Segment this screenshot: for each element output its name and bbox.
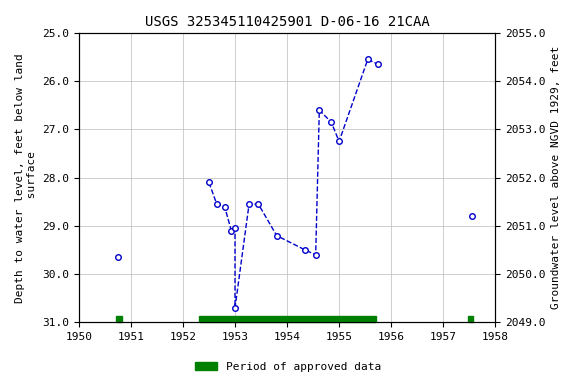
Y-axis label: Groundwater level above NGVD 1929, feet: Groundwater level above NGVD 1929, feet xyxy=(551,46,561,309)
Legend: Period of approved data: Period of approved data xyxy=(191,358,385,377)
Bar xyxy=(468,316,473,323)
Bar xyxy=(199,316,376,323)
Y-axis label: Depth to water level, feet below land
 surface: Depth to water level, feet below land su… xyxy=(15,53,37,303)
Title: USGS 325345110425901 D-06-16 21CAA: USGS 325345110425901 D-06-16 21CAA xyxy=(145,15,430,29)
Bar xyxy=(116,316,122,323)
